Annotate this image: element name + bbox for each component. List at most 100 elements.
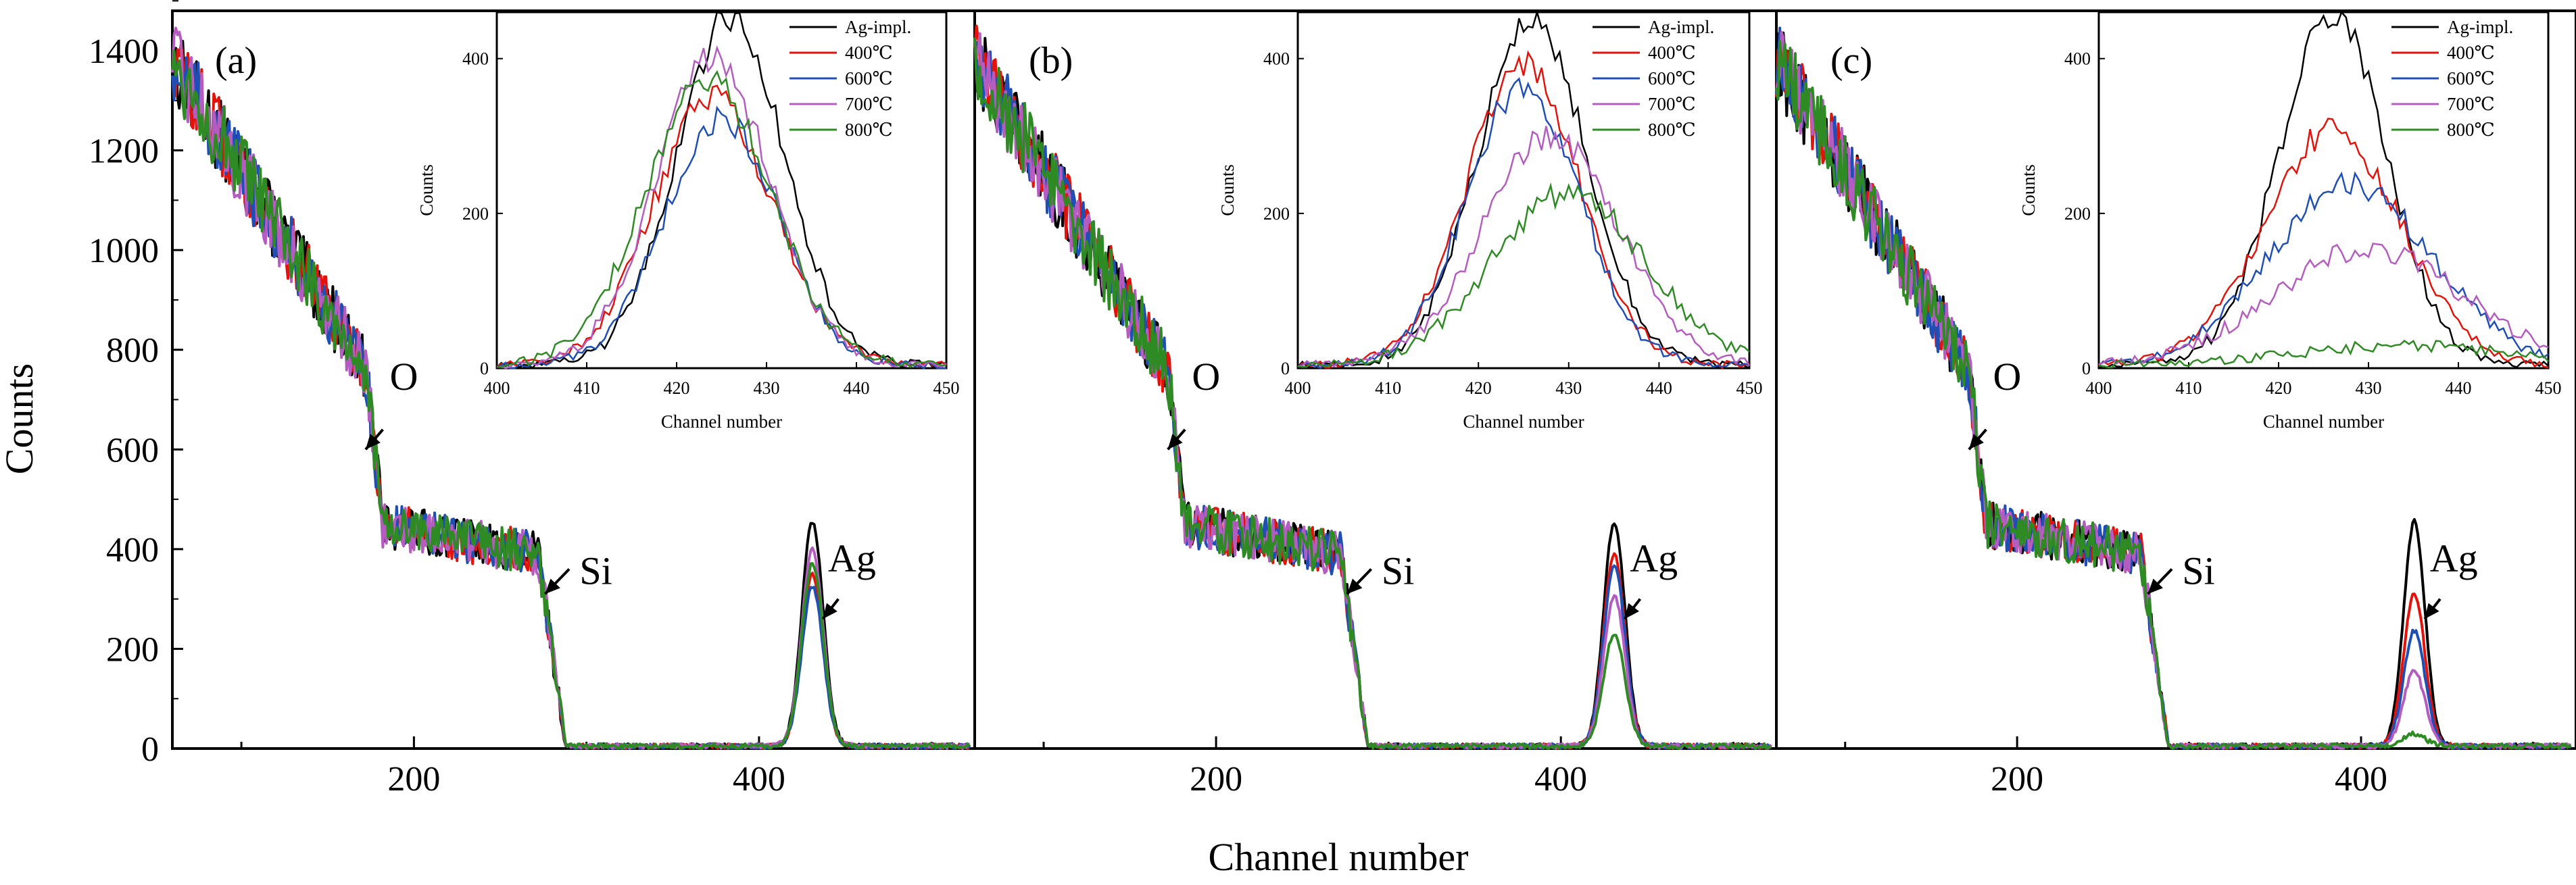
inset-x-tick-label: 410 bbox=[1375, 378, 1401, 398]
legend-entry: 600℃ bbox=[1648, 68, 1696, 88]
legend-entry: Ag-impl. bbox=[1648, 17, 1714, 37]
inset-frame bbox=[495, 11, 948, 370]
y-tick-label: 0 bbox=[141, 730, 159, 769]
inset-x-tick-label: 450 bbox=[933, 378, 960, 398]
legend-entry: 800℃ bbox=[1648, 120, 1696, 140]
x-tick-label: 400 bbox=[2335, 760, 2387, 799]
y-tick-label: 600 bbox=[106, 431, 159, 470]
peak-annotation-si: Si bbox=[2182, 549, 2214, 593]
inset-y-tick-label: 0 bbox=[480, 359, 489, 378]
peak-annotation-ag: Ag bbox=[2430, 536, 2478, 580]
inset-line-2 bbox=[1297, 77, 1750, 370]
y-axis-label: Counts bbox=[0, 363, 41, 474]
x-tick-label: 400 bbox=[733, 760, 785, 799]
y-tick-label: 800 bbox=[106, 332, 159, 370]
peak-annotation-o: O bbox=[390, 355, 418, 399]
legend-entry: 400℃ bbox=[1648, 43, 1696, 63]
inset-line-0 bbox=[1297, 9, 1750, 370]
inset-x-tick-label: 430 bbox=[2356, 378, 2382, 398]
panel-b: 200 400 (b) O Si Ag 400 410 420 430 440 450 0 200 400 C… bbox=[973, 9, 1778, 799]
inset-line-3 bbox=[1297, 126, 1751, 368]
y-tick-label: 400 bbox=[106, 531, 159, 570]
peak-annotation-o: O bbox=[1993, 355, 2022, 399]
inset-x-tick-label: 410 bbox=[574, 378, 600, 398]
inset-x-tick-label: 450 bbox=[1736, 378, 1763, 398]
panel-c: 200 400 (c) O Si Ag 400 410 420 430 440 450 0 200 400 C… bbox=[1775, 9, 2576, 799]
inset-y-tick-label: 400 bbox=[2064, 49, 2091, 69]
inset-y-tick-label: 400 bbox=[1263, 49, 1290, 69]
legend-entry: 700℃ bbox=[1648, 94, 1696, 114]
inset-frame bbox=[2097, 11, 2550, 370]
spectrum-line-4 bbox=[1775, 40, 2571, 750]
inset-x-tick-label: 420 bbox=[1465, 378, 1492, 398]
inset-y-tick-label: 0 bbox=[2082, 359, 2091, 378]
x-tick-label: 200 bbox=[1991, 760, 2043, 799]
annotation-arrow-head bbox=[1346, 578, 1363, 595]
inset-x-tick-label: 420 bbox=[2266, 378, 2292, 398]
x-tick-label: 200 bbox=[1190, 760, 1242, 799]
inset-frame bbox=[1296, 11, 1751, 370]
annotation-arrow-head bbox=[1624, 603, 1639, 620]
legend-entry: 800℃ bbox=[2447, 120, 2495, 140]
inset-x-tick-label: 420 bbox=[664, 378, 690, 398]
legend-entry: 800℃ bbox=[845, 120, 893, 140]
inset-line-4 bbox=[496, 70, 947, 369]
y-tick-label: 1400 bbox=[89, 32, 159, 71]
inset-x-tick-label: 450 bbox=[2535, 378, 2562, 398]
inset-y-tick-label: 200 bbox=[2064, 204, 2091, 224]
annotation-arrow-head bbox=[2425, 603, 2439, 620]
peak-annotation-o: O bbox=[1192, 355, 1220, 399]
inset-line-1 bbox=[1297, 50, 1750, 370]
annotation-arrow-head bbox=[1968, 434, 1984, 450]
inset-line-4 bbox=[1297, 182, 1750, 368]
inset-y-tick-label: 200 bbox=[462, 204, 489, 224]
x-tick-label: 400 bbox=[1534, 760, 1587, 799]
y-tick-label: 200 bbox=[106, 630, 159, 669]
x-axis-label: Channel number bbox=[1209, 835, 1469, 879]
inset-x-label: Channel number bbox=[661, 411, 782, 432]
inset-x-label: Channel number bbox=[2263, 411, 2384, 432]
inset-x-tick-label: 430 bbox=[754, 378, 780, 398]
legend-entry: Ag-impl. bbox=[845, 17, 911, 37]
inset-y-tick-label: 400 bbox=[462, 49, 489, 69]
legend-entry: 400℃ bbox=[2447, 43, 2495, 63]
inset-x-tick-label: 410 bbox=[2176, 378, 2202, 398]
inset-x-tick-label: 400 bbox=[1285, 378, 1311, 398]
legend-entry: Ag-impl. bbox=[2447, 17, 2513, 37]
inset-line-3 bbox=[2098, 243, 2549, 366]
inset-x-tick-label: 430 bbox=[1555, 378, 1582, 398]
spectrum-line-4 bbox=[973, 38, 1772, 750]
y-tick-label: 1200 bbox=[89, 132, 159, 171]
inset-x-tick-label: 400 bbox=[2086, 378, 2112, 398]
panel-label: (b) bbox=[1029, 40, 1073, 82]
inset-x-label: Channel number bbox=[1463, 411, 1584, 432]
legend-entry: 700℃ bbox=[845, 94, 893, 114]
inset-y-label: Counts bbox=[1217, 164, 1238, 216]
peak-annotation-si: Si bbox=[579, 549, 612, 593]
inset-x-tick-label: 440 bbox=[2446, 378, 2472, 398]
inset-y-label: Counts bbox=[416, 164, 437, 216]
legend-entry: 600℃ bbox=[845, 68, 893, 88]
legend-entry: 600℃ bbox=[2447, 68, 2495, 88]
inset-c: 400 410 420 430 440 450 0 200 400 Channel number C… bbox=[2018, 10, 2562, 432]
annotation-arrow-head bbox=[365, 434, 381, 450]
y-tick-label: 1000 bbox=[89, 232, 159, 270]
inset-line-4 bbox=[2098, 339, 2549, 368]
inset-a: 400 410 420 430 440 450 0 200 400 Channel number C… bbox=[416, 11, 960, 432]
inset-x-tick-label: 440 bbox=[844, 378, 870, 398]
inset-y-tick-label: 0 bbox=[1281, 359, 1290, 378]
peak-annotation-si: Si bbox=[1382, 549, 1414, 593]
inset-b: 400 410 420 430 440 450 0 200 400 Channel number C… bbox=[1217, 9, 1763, 432]
peak-annotation-ag: Ag bbox=[1630, 536, 1678, 580]
panel-label: (c) bbox=[1830, 40, 1872, 82]
annotation-arrow-head bbox=[823, 603, 837, 620]
legend-entry: 400℃ bbox=[845, 43, 893, 63]
inset-y-tick-label: 200 bbox=[1263, 204, 1290, 224]
x-tick-label: 200 bbox=[387, 760, 440, 799]
peak-annotation-ag: Ag bbox=[828, 536, 876, 580]
annotation-arrow-head bbox=[1167, 434, 1183, 450]
legend-entry: 700℃ bbox=[2447, 94, 2495, 114]
